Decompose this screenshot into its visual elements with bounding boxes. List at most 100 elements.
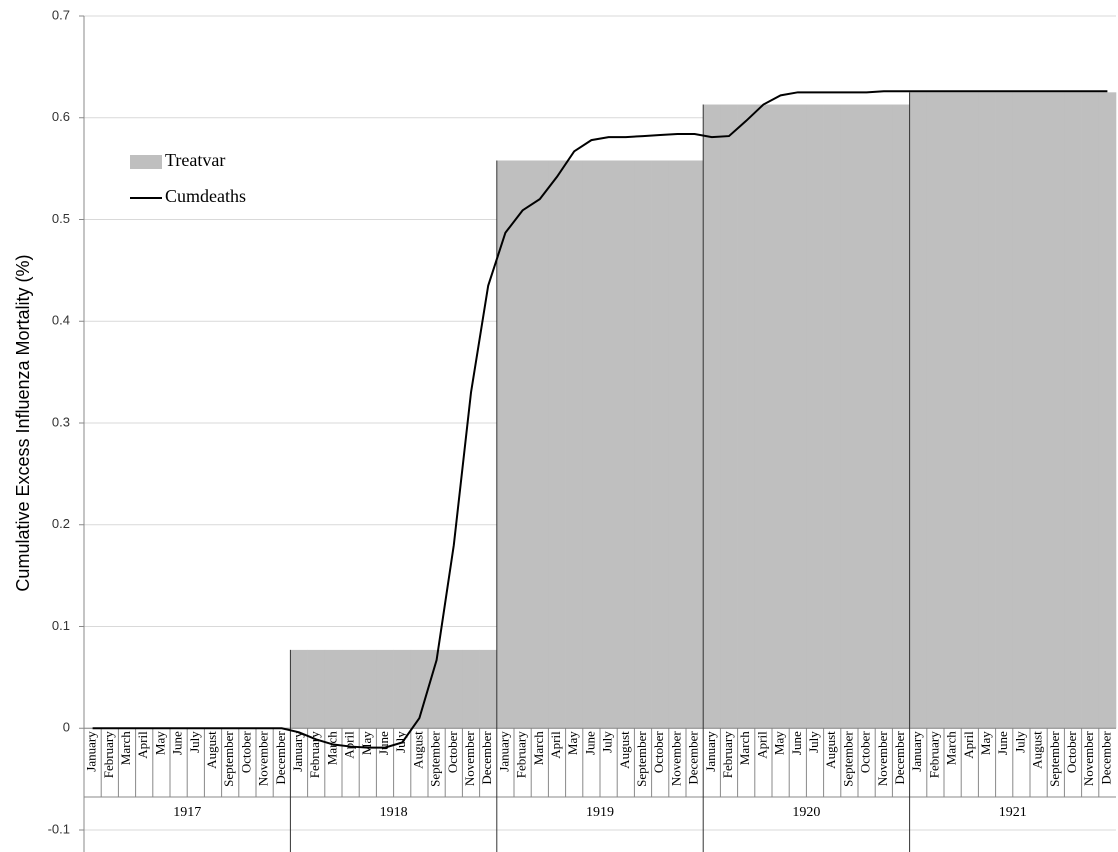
x-tick-label: October xyxy=(238,731,253,774)
x-tick-label: December xyxy=(479,731,494,785)
bar xyxy=(892,104,910,729)
x-tick-label: June xyxy=(582,731,597,755)
x-tick-label: April xyxy=(754,731,769,759)
bar xyxy=(582,160,601,729)
bar xyxy=(651,160,670,729)
x-tick-label: November xyxy=(1081,731,1096,787)
bar xyxy=(324,649,343,729)
bar xyxy=(978,92,996,729)
bar xyxy=(1030,92,1048,729)
x-tick-label: September xyxy=(221,731,236,787)
x-tick-label: December xyxy=(1098,731,1113,785)
bar xyxy=(548,160,566,729)
bar xyxy=(342,649,360,729)
x-tick-label: October xyxy=(858,731,873,774)
x-tick-label: January xyxy=(496,731,511,772)
x-tick-label: April xyxy=(135,731,150,759)
bar xyxy=(789,104,807,729)
x-tick-label: August xyxy=(204,731,219,769)
bar xyxy=(737,104,756,729)
group-label: 1918 xyxy=(380,805,408,820)
y-tick-label: 0.7 xyxy=(52,7,70,22)
x-tick-label: April xyxy=(961,731,976,759)
bar xyxy=(840,104,859,729)
bar xyxy=(531,160,549,729)
bar xyxy=(995,92,1014,729)
bar xyxy=(410,649,429,729)
legend-label: Treatvar xyxy=(165,150,225,170)
bar xyxy=(1098,92,1117,729)
bar xyxy=(754,104,773,729)
x-tick-label: January xyxy=(290,731,305,772)
y-tick-label: -0.1 xyxy=(48,821,70,836)
y-tick-label: 0.5 xyxy=(52,211,70,226)
bar xyxy=(376,649,394,729)
x-tick-label: July xyxy=(187,731,202,753)
x-tick-label: February xyxy=(720,731,735,778)
bar xyxy=(496,160,515,729)
x-tick-label: October xyxy=(651,731,666,774)
bar xyxy=(1012,92,1031,729)
y-tick-label: 0.6 xyxy=(52,109,70,124)
group-label: 1919 xyxy=(586,805,614,820)
x-tick-label: July xyxy=(1012,731,1027,753)
x-tick-label: June xyxy=(376,731,391,755)
x-tick-label: November xyxy=(668,731,683,787)
x-tick-label: August xyxy=(823,731,838,769)
bar xyxy=(703,104,721,729)
group-label: 1920 xyxy=(792,805,820,820)
x-tick-label: September xyxy=(840,731,855,787)
x-tick-label: October xyxy=(445,731,460,774)
x-tick-label: September xyxy=(634,731,649,787)
bar xyxy=(445,649,463,729)
bar xyxy=(858,104,876,729)
x-tick-label: November xyxy=(462,731,477,787)
x-tick-label: December xyxy=(273,731,288,785)
legend-swatch xyxy=(130,155,162,169)
x-tick-label: January xyxy=(84,731,99,772)
bar xyxy=(462,649,480,729)
x-tick-label: March xyxy=(944,731,959,765)
x-tick-label: June xyxy=(995,731,1010,755)
x-tick-label: March xyxy=(118,731,133,765)
x-tick-label: September xyxy=(428,731,443,787)
y-tick-label: 0 xyxy=(63,720,70,735)
x-tick-label: July xyxy=(806,731,821,753)
x-tick-label: February xyxy=(307,731,322,778)
bar xyxy=(823,104,842,729)
bar xyxy=(772,104,790,729)
bar xyxy=(1047,92,1065,729)
x-tick-label: March xyxy=(737,731,752,765)
x-tick-label: February xyxy=(926,731,941,778)
bar xyxy=(307,649,326,729)
x-tick-label: May xyxy=(565,731,580,755)
bar xyxy=(479,649,498,729)
bar xyxy=(1081,92,1100,729)
x-tick-label: October xyxy=(1064,731,1079,774)
bar xyxy=(428,649,446,729)
legend-label: Cumdeaths xyxy=(165,186,246,206)
y-tick-label: 0.2 xyxy=(52,516,70,531)
x-tick-label: January xyxy=(703,731,718,772)
bar xyxy=(961,92,979,729)
bar xyxy=(1064,92,1082,729)
x-tick-label: December xyxy=(686,731,701,785)
x-tick-label: March xyxy=(324,731,339,765)
bar xyxy=(514,160,532,729)
group-label: 1921 xyxy=(999,805,1027,820)
bar xyxy=(944,92,962,729)
x-tick-label: August xyxy=(1030,731,1045,769)
bar xyxy=(290,649,308,729)
x-tick-label: February xyxy=(514,731,529,778)
bar xyxy=(600,160,618,729)
x-tick-label: February xyxy=(101,731,116,778)
x-tick-label: April xyxy=(548,731,563,759)
bar xyxy=(720,104,738,729)
x-tick-label: May xyxy=(772,731,787,755)
x-tick-label: May xyxy=(978,731,993,755)
group-label: 1917 xyxy=(173,805,201,820)
x-tick-label: August xyxy=(410,731,425,769)
x-tick-label: November xyxy=(256,731,271,787)
x-tick-label: May xyxy=(152,731,167,755)
